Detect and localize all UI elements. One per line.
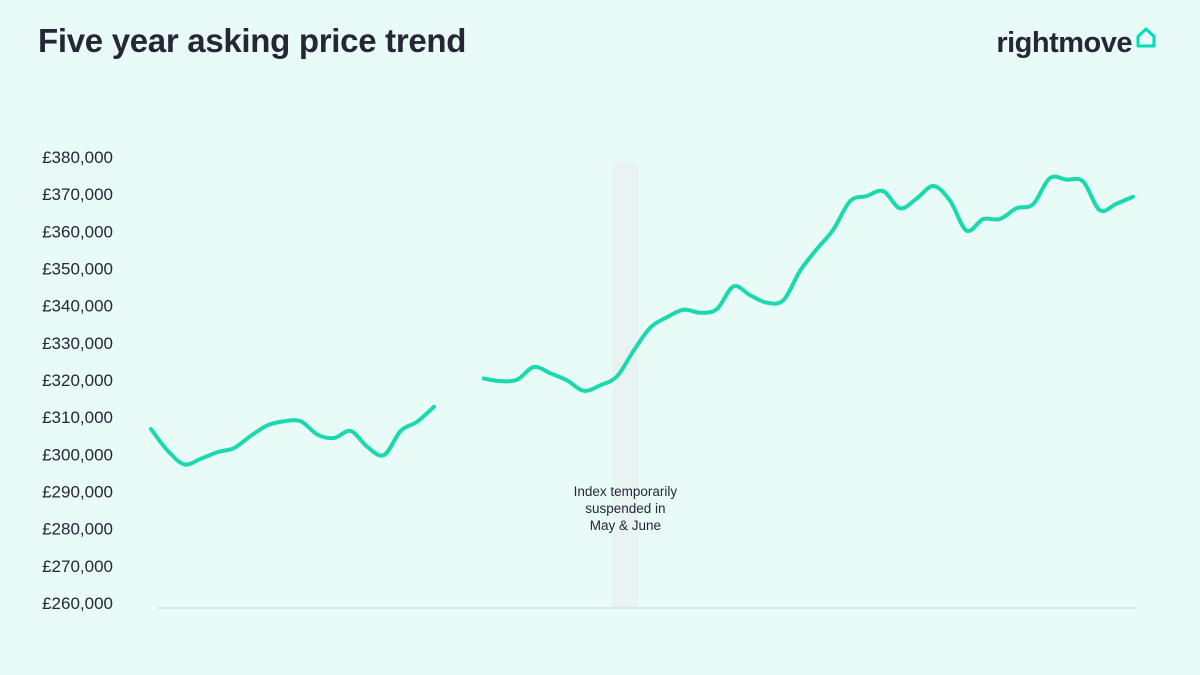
annotation-layer: Index temporarily suspended in May & June	[574, 484, 678, 533]
y-tick-label: £350,000	[42, 260, 113, 279]
y-tick-label: £320,000	[42, 371, 113, 390]
series-line-segment-1	[149, 404, 436, 467]
brand-name: rightmove	[996, 27, 1132, 59]
y-tick-label: £290,000	[42, 483, 113, 502]
y-tick-label: £330,000	[42, 334, 113, 353]
suspended-period-layer	[612, 162, 638, 608]
y-axis-ticks: £380,000 £370,000 £360,000 £350,000 £340,000…	[42, 148, 113, 613]
series-line-segment-2	[481, 174, 1135, 393]
house-outline-icon	[1136, 27, 1156, 48]
y-tick-label: £310,000	[42, 408, 113, 427]
y-tick-label: £340,000	[42, 297, 113, 316]
y-tick-label: £360,000	[42, 222, 113, 241]
y-tick-label: £370,000	[42, 185, 113, 204]
y-tick-label: £280,000	[42, 520, 113, 539]
series-layer	[149, 174, 1135, 467]
y-tick-label: £270,000	[42, 557, 113, 576]
annotation-line: Index temporarily	[574, 484, 678, 499]
y-tick-label: £260,000	[42, 594, 113, 613]
chart-title: Five year asking price trend	[38, 22, 467, 59]
suspended-period-band	[612, 162, 638, 608]
annotation-line: suspended in	[585, 501, 665, 516]
rightmove-logo: rightmove	[996, 24, 1158, 62]
y-tick-label: £300,000	[42, 445, 113, 464]
annotation-line: May & June	[590, 518, 661, 533]
y-tick-label: £380,000	[42, 148, 113, 167]
